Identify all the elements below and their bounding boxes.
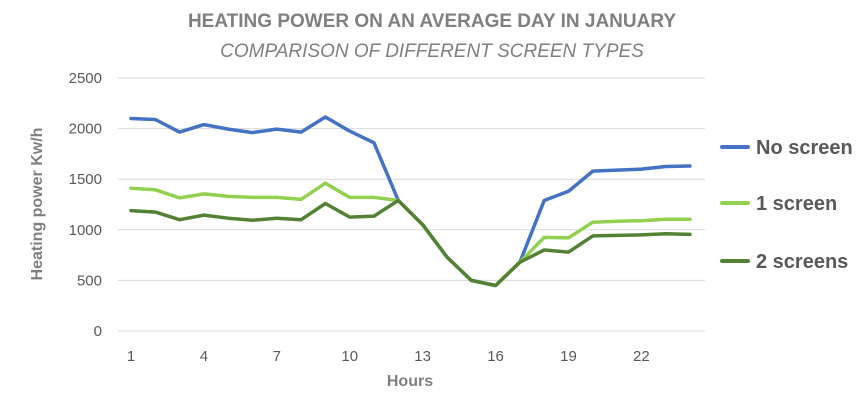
x-tick-label: 19 <box>560 348 577 365</box>
x-axis-label: Hours <box>387 373 433 390</box>
legend-item: No screen <box>720 137 853 159</box>
legend-label: No screen <box>756 137 853 159</box>
y-tick-label: 1500 <box>69 171 102 188</box>
chart-title: HEATING POWER ON AN AVERAGE DAY IN JANUA… <box>188 11 676 32</box>
x-tick-label: 13 <box>414 348 431 365</box>
y-axis-ticks: 0 500 1000 1500 2000 2500 <box>69 70 102 340</box>
y-tick-label: 1000 <box>69 222 102 239</box>
chart-subtitle: COMPARISON OF DIFFERENT SCREEN TYPES <box>220 41 644 62</box>
series-line-no-screen <box>129 115 692 288</box>
y-tick-label: 2500 <box>69 70 102 87</box>
legend: No screen 1 screen 2 screens <box>720 137 853 273</box>
series-lines <box>129 115 692 288</box>
x-tick-label: 7 <box>273 348 281 365</box>
x-tick-label: 4 <box>200 348 208 365</box>
legend-item: 2 screens <box>720 251 848 273</box>
x-axis-ticks: 1 4 7 10 13 16 19 22 <box>127 348 650 365</box>
legend-label: 1 screen <box>756 193 837 215</box>
y-tick-label: 2000 <box>69 121 102 138</box>
x-tick-label: 1 <box>127 348 135 365</box>
series-line-2-screens <box>129 198 692 288</box>
y-tick-label: 0 <box>94 323 102 340</box>
gridlines <box>118 77 705 332</box>
legend-label: 2 screens <box>756 251 848 273</box>
legend-item: 1 screen <box>720 193 837 215</box>
x-tick-label: 22 <box>633 348 650 365</box>
x-tick-label: 16 <box>487 348 504 365</box>
y-tick-label: 500 <box>77 272 102 289</box>
x-tick-label: 10 <box>341 348 358 365</box>
y-axis-label: Heating power Kw/h <box>29 128 46 281</box>
